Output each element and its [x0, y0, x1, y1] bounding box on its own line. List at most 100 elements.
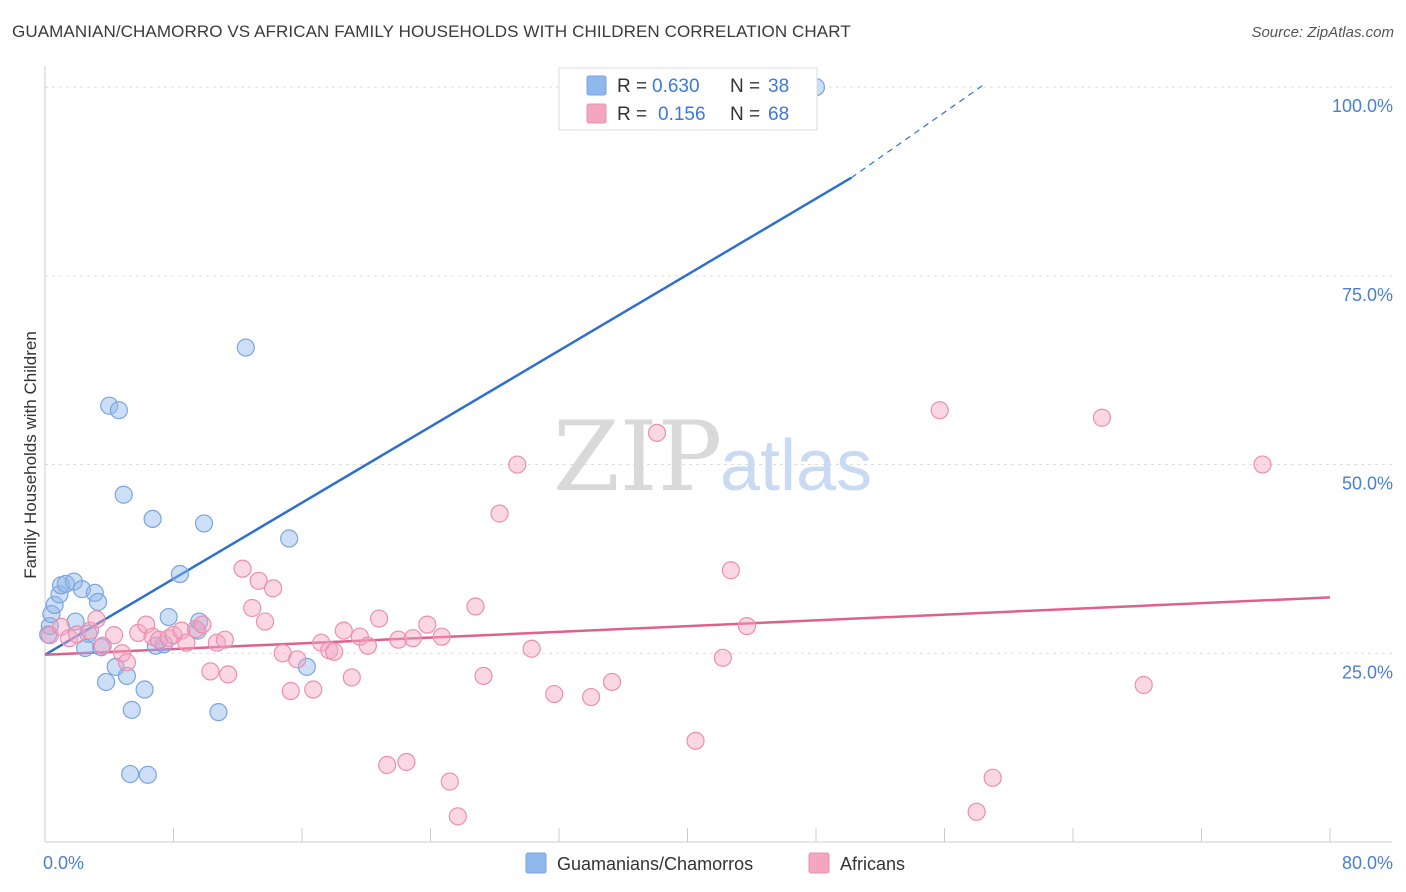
point-guamanian — [209, 703, 228, 722]
legend-r-value-0: 0.630 — [652, 76, 700, 97]
point-african — [325, 642, 344, 661]
point-african — [263, 579, 283, 598]
point-guamanian — [159, 607, 178, 627]
legend-r-label-1: R = — [617, 104, 647, 125]
point-african — [104, 626, 124, 645]
point-guamanian — [96, 672, 116, 692]
point-guamanian — [114, 485, 133, 504]
point-guamanian — [138, 765, 157, 784]
point-guamanian — [280, 529, 299, 548]
point-african — [80, 621, 100, 640]
point-african — [219, 665, 238, 684]
trend-lines — [44, 83, 1331, 657]
point-african — [397, 752, 416, 772]
bottom-legend-swatch-guamanian — [525, 852, 547, 874]
trend-line-guamanian-extension — [850, 83, 986, 179]
legend-n-value-0: 38 — [768, 76, 789, 97]
point-guamanian — [170, 564, 190, 584]
chart-title: GUAMANIAN/CHAMORRO VS AFRICAN FAMILY HOU… — [12, 22, 851, 41]
point-african — [149, 630, 169, 649]
legend-r-value-1: 0.156 — [658, 104, 706, 125]
point-african — [1092, 408, 1112, 427]
legend-swatch-guamanian — [586, 75, 607, 96]
y-tick-label: 100.0% — [1332, 96, 1393, 116]
point-guamanian — [135, 680, 154, 699]
point-guamanian — [50, 585, 69, 604]
point-african — [582, 687, 601, 707]
point-guamanian — [109, 401, 128, 420]
point-african — [172, 621, 191, 640]
point-african — [545, 684, 564, 704]
point-african — [255, 612, 275, 631]
watermark-atlas: atlas — [720, 426, 872, 506]
point-guamanian — [76, 638, 95, 658]
point-african — [474, 666, 493, 686]
point-african — [647, 423, 667, 442]
point-african — [448, 807, 467, 826]
point-guamanian — [194, 514, 214, 533]
point-african — [93, 636, 112, 655]
point-african — [686, 731, 705, 750]
point-african — [440, 772, 459, 791]
x-tick-label-min: 0.0% — [43, 853, 84, 873]
point-african — [201, 662, 220, 681]
point-african — [342, 668, 361, 687]
point-guamanian — [121, 764, 140, 784]
point-african — [117, 653, 137, 672]
source-label: Source: ZipAtlas.com — [1251, 24, 1394, 41]
point-guamanian — [88, 592, 108, 612]
legend-n-value-1: 68 — [768, 104, 789, 125]
point-african — [522, 639, 541, 658]
point-african — [983, 768, 1002, 787]
point-african — [432, 627, 451, 646]
point-african — [281, 681, 300, 701]
point-guamanian — [143, 509, 162, 529]
data-points — [39, 77, 1272, 826]
point-african — [288, 650, 307, 669]
point-african — [508, 455, 527, 474]
point-african — [233, 559, 252, 578]
bottom-legend-label-guamanian: Guamanians/Chamorros — [557, 854, 753, 874]
y-tick-label: 25.0% — [1342, 662, 1393, 682]
tick-labels: 25.0% 50.0% 75.0% 100.0% 0.0% 80.0% — [43, 96, 1393, 873]
point-african — [930, 401, 949, 420]
point-african — [215, 630, 234, 649]
point-african — [389, 630, 408, 649]
point-african — [112, 644, 132, 663]
axes — [44, 66, 1392, 843]
point-african — [370, 609, 389, 628]
legend-r-label-0: R = — [617, 76, 647, 97]
point-guamanian — [297, 657, 316, 676]
point-african — [713, 648, 732, 667]
watermark-zip: ZIP — [553, 401, 722, 513]
point-african — [358, 636, 377, 655]
point-african — [403, 629, 422, 648]
bottom-legend: Guamanians/Chamorros Africans — [525, 852, 905, 874]
point-african — [1134, 675, 1153, 695]
y-tick-label: 75.0% — [1342, 285, 1393, 305]
point-african — [466, 597, 485, 616]
bottom-legend-swatch-african — [808, 852, 830, 874]
point-african — [1253, 455, 1272, 474]
point-african — [967, 802, 986, 821]
point-african — [378, 755, 397, 775]
point-guamanian — [117, 666, 137, 686]
trend-line-guamanian — [44, 176, 852, 656]
grid-lines — [45, 86, 1392, 654]
trend-line-african — [44, 596, 1331, 657]
legend-n-label-0: N = — [730, 76, 760, 97]
point-african — [87, 610, 106, 629]
point-african — [418, 615, 437, 634]
legend-box: R = 0.630 N = 38 R = 0.156 N = 68 — [558, 67, 818, 131]
point-guamanian — [100, 396, 119, 415]
point-african — [249, 571, 268, 590]
point-african — [304, 680, 323, 699]
y-axis-label: Family Households with Children — [21, 331, 40, 579]
point-african — [193, 615, 212, 634]
y-tick-label: 50.0% — [1342, 474, 1393, 494]
x-tick-label-max: 80.0% — [1342, 853, 1393, 873]
bottom-legend-label-african: Africans — [840, 854, 905, 874]
point-guamanian — [236, 338, 255, 357]
point-african — [334, 621, 353, 640]
